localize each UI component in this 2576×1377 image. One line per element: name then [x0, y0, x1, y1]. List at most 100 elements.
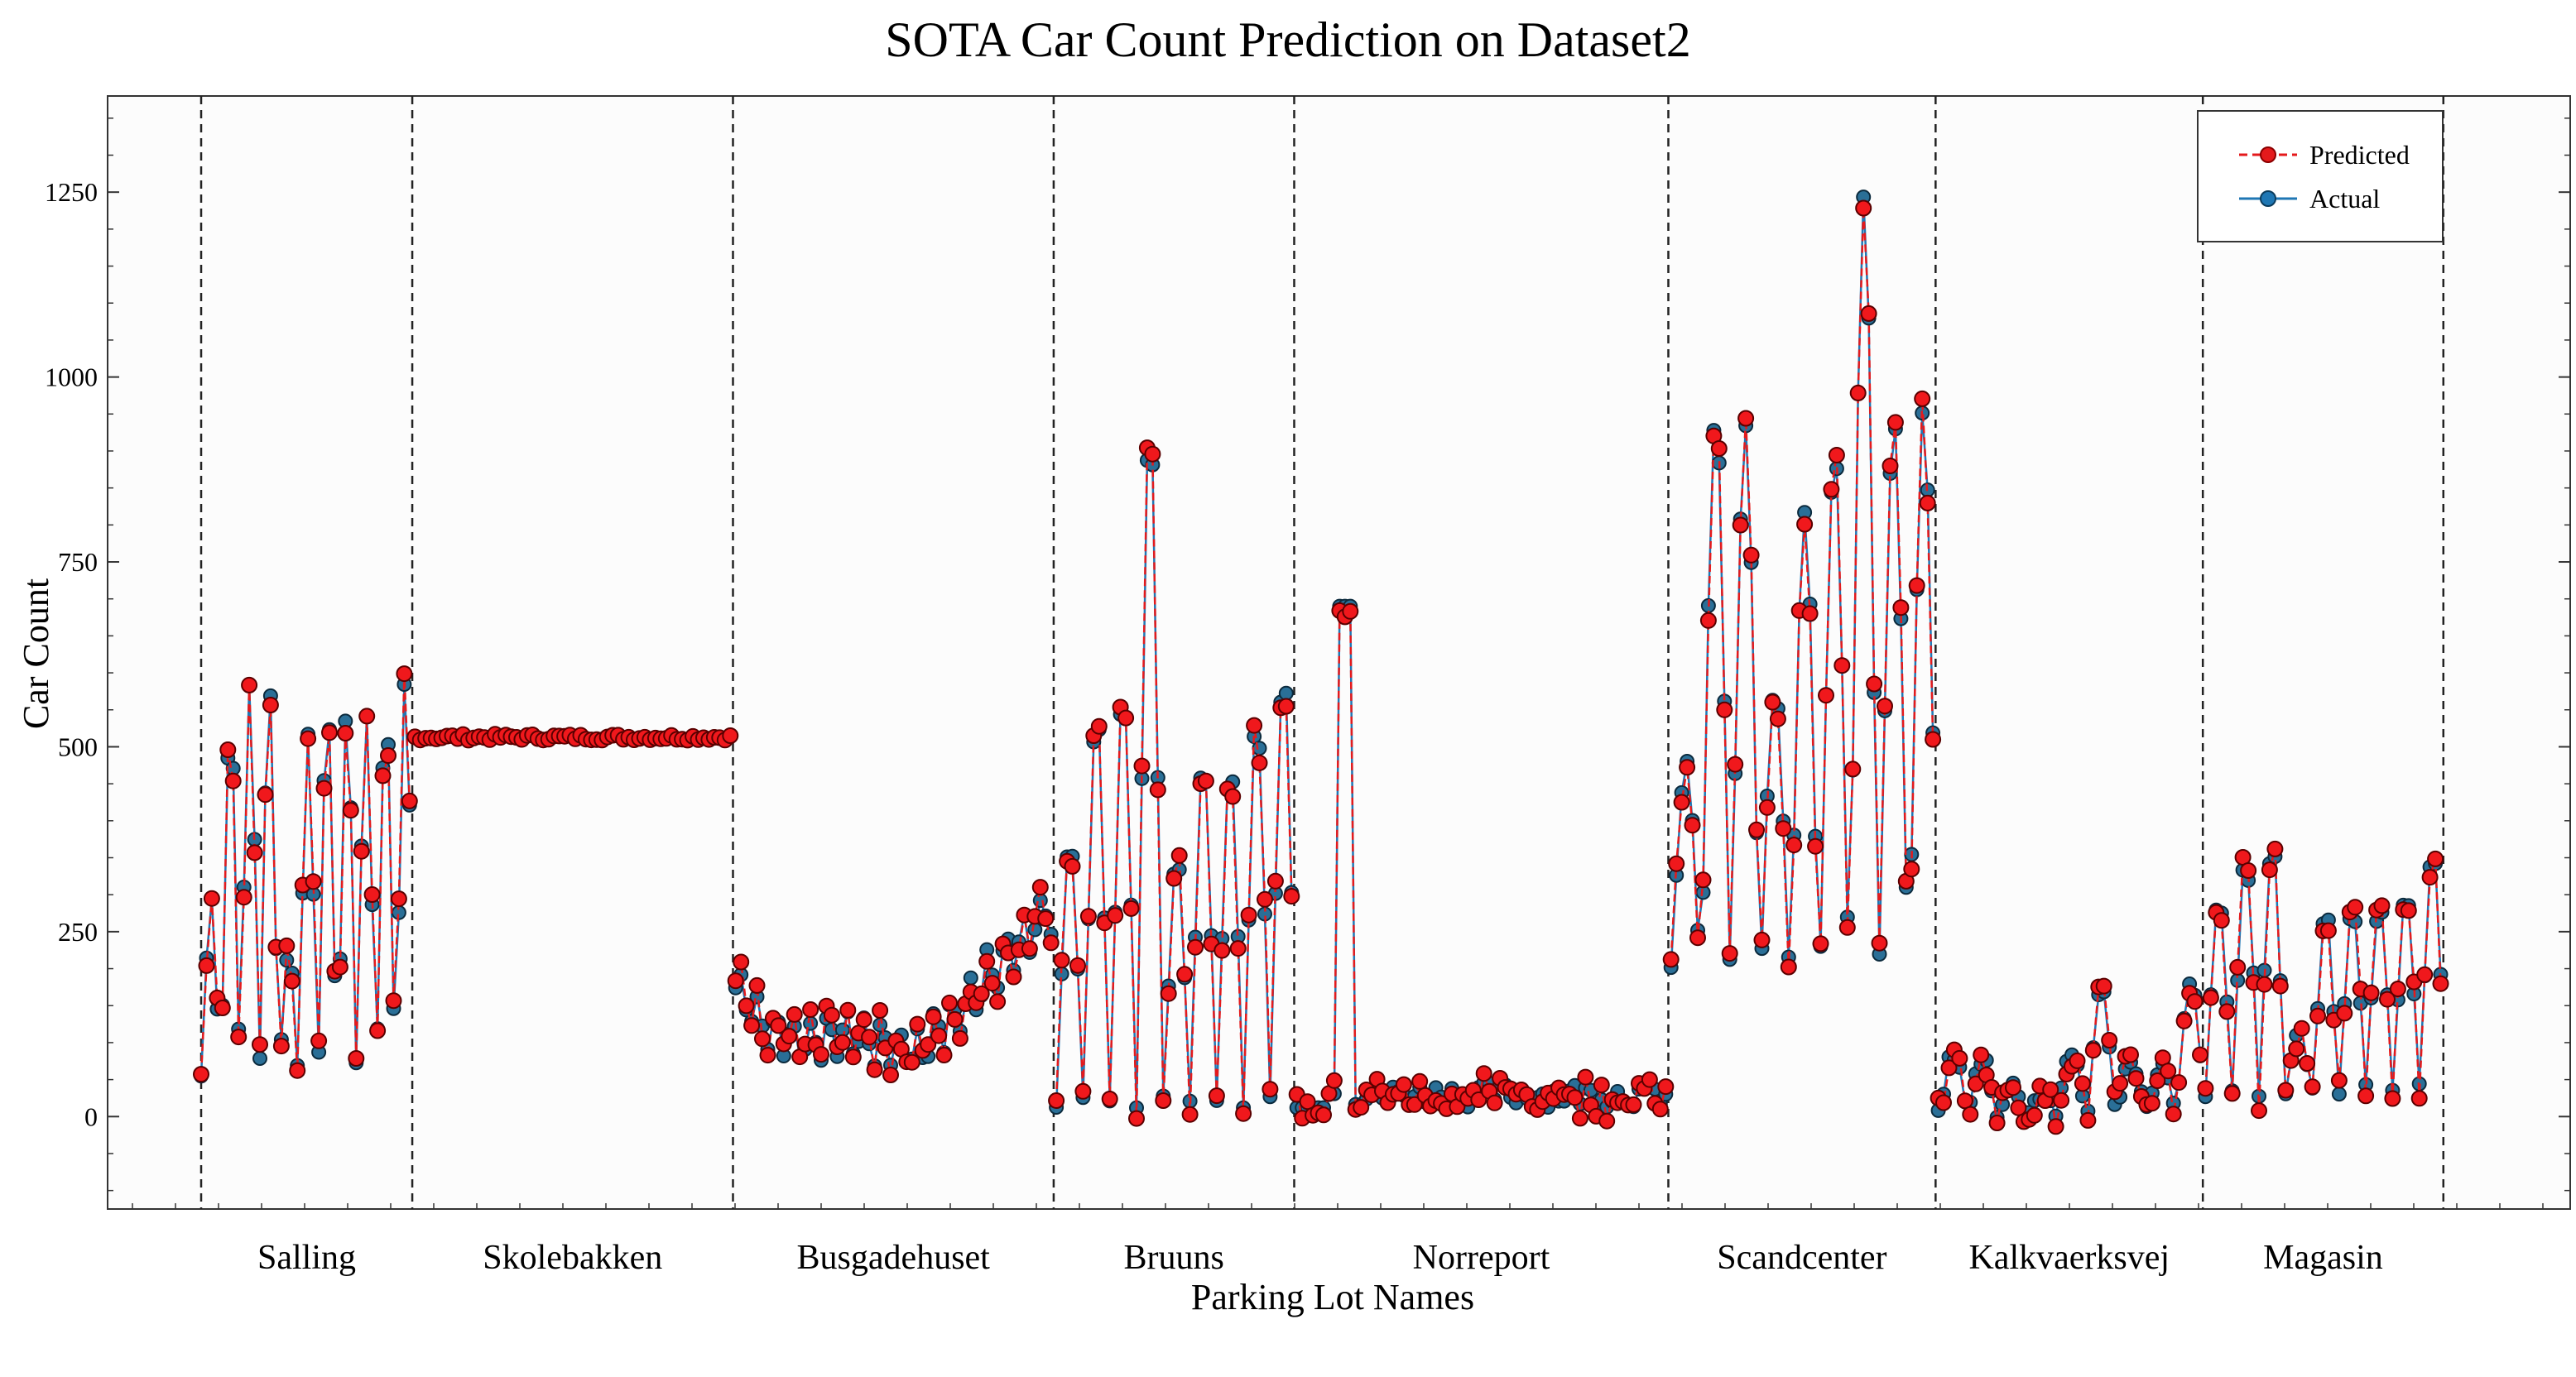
- series-predicted-point: [1101, 1091, 1118, 1107]
- series-predicted-point: [2175, 1012, 2193, 1029]
- series-predicted-point: [1769, 710, 1786, 727]
- series-predicted-point: [743, 1017, 761, 1034]
- series-actual-point: [252, 1051, 267, 1066]
- series-predicted-point: [1833, 657, 1851, 674]
- legend-label-actual: Actual: [2309, 184, 2380, 214]
- series-actual-point: [1032, 893, 1048, 909]
- series-predicted-point: [1021, 940, 1038, 957]
- series-predicted-point: [1031, 879, 1049, 896]
- series-predicted-point: [2400, 902, 2417, 919]
- series-predicted-point: [1882, 458, 1899, 474]
- series-predicted-point: [193, 1066, 209, 1083]
- series-predicted-point: [219, 741, 237, 758]
- series-predicted-point: [855, 1011, 872, 1029]
- series-predicted-point: [1144, 445, 1161, 463]
- series-predicted-point: [390, 890, 407, 908]
- series-predicted-point: [2095, 977, 2112, 995]
- series-predicted-point: [823, 1006, 840, 1024]
- x-axis-label: Parking Lot Names: [1191, 1277, 1474, 1317]
- category-label: Magasin: [2263, 1239, 2383, 1277]
- series-predicted-point: [1315, 1106, 1332, 1124]
- series-predicted-point: [935, 1047, 953, 1063]
- y-tick-label: 500: [58, 732, 98, 761]
- series-predicted-point: [770, 1017, 787, 1034]
- series-predicted-point: [2240, 862, 2257, 879]
- series-predicted-point: [203, 890, 220, 907]
- category-label: Scandcenter: [1717, 1239, 1886, 1277]
- series-predicted-point: [1262, 1081, 1279, 1098]
- category-label: Kalkvaerksvej: [1968, 1239, 2170, 1277]
- series-predicted-point: [1353, 1099, 1370, 1116]
- series-predicted-point: [262, 697, 279, 713]
- series-predicted-point: [989, 993, 1007, 1010]
- series-predicted-point: [946, 1010, 964, 1028]
- series-predicted-point: [1732, 516, 1749, 534]
- series-predicted-point: [1257, 890, 1273, 908]
- series-predicted-point: [2218, 1003, 2236, 1020]
- series-predicted-point: [1128, 1110, 1145, 1127]
- series-predicted-point: [1892, 599, 1910, 617]
- series-predicted-point: [2336, 1005, 2353, 1022]
- series-predicted-point: [2304, 1078, 2321, 1096]
- series-predicted-point: [1801, 605, 1819, 622]
- series-predicted-point: [1214, 942, 1231, 959]
- series-predicted-point: [1395, 1076, 1412, 1093]
- series-predicted-point: [1048, 1092, 1065, 1109]
- series-predicted-point: [2379, 991, 2396, 1008]
- series-predicted-point: [2202, 989, 2219, 1006]
- series-predicted-point: [781, 1028, 798, 1045]
- series-predicted-point: [1475, 1065, 1492, 1082]
- series-predicted-point: [363, 886, 381, 903]
- series-predicted-point: [241, 676, 258, 693]
- series-predicted-point: [1689, 929, 1706, 947]
- series-predicted-point: [1641, 1071, 1658, 1088]
- series-predicted-point: [1967, 1075, 1984, 1092]
- series-predicted-point: [1208, 1087, 1225, 1105]
- series-predicted-point: [396, 665, 413, 683]
- series-predicted-point: [813, 1046, 829, 1063]
- series-predicted-point: [1673, 794, 1690, 811]
- series-predicted-point: [230, 1029, 248, 1046]
- series-predicted-point: [380, 747, 396, 764]
- series-predicted-point: [1775, 820, 1792, 837]
- series-predicted-point: [1042, 934, 1060, 952]
- series-predicted-point: [2010, 1099, 2027, 1116]
- series-predicted-point: [1914, 390, 1931, 407]
- legend-marker-predicted: [2260, 146, 2276, 163]
- series-predicted-point: [1823, 481, 1840, 498]
- series-predicted-point: [2347, 899, 2364, 916]
- series-predicted-point: [1181, 1106, 1199, 1123]
- series-predicted-point: [1107, 907, 1124, 924]
- series-predicted-point: [321, 724, 338, 741]
- series-predicted-point: [1090, 717, 1108, 735]
- series-predicted-point: [2421, 869, 2439, 886]
- series-predicted-point: [2069, 1052, 2086, 1069]
- series-predicted-point: [1117, 709, 1135, 727]
- series-predicted-point: [1176, 966, 1194, 983]
- series-predicted-point: [337, 725, 354, 741]
- series-predicted-point: [1657, 1078, 1675, 1096]
- series-predicted-point: [973, 985, 990, 1002]
- series-predicted-point: [272, 1038, 290, 1055]
- series-predicted-point: [1598, 1112, 1616, 1130]
- series-predicted-point: [1229, 940, 1247, 957]
- series-predicted-point: [1470, 1092, 1487, 1108]
- series-predicted-point: [2079, 1111, 2097, 1129]
- series-predicted-point: [1694, 871, 1712, 889]
- series-predicted-point: [331, 958, 348, 976]
- series-predicted-point: [2373, 897, 2391, 914]
- series-predicted-point: [1785, 837, 1803, 854]
- series-predicted-point: [1838, 919, 1856, 936]
- series-predicted-point: [2084, 1042, 2102, 1059]
- series-predicted-point: [1844, 760, 1862, 778]
- series-predicted-line: [1055, 444, 1293, 1119]
- series-predicted-point: [872, 1002, 889, 1019]
- series-predicted-point: [925, 1008, 942, 1025]
- series-predicted-point: [1951, 1049, 1968, 1067]
- series-predicted: [193, 199, 2449, 1135]
- series-predicted-point: [348, 1050, 365, 1067]
- series-actual-point: [963, 970, 978, 986]
- series-predicted-point: [2389, 981, 2406, 997]
- series-predicted-point: [198, 957, 215, 974]
- series-predicted-point: [1727, 756, 1744, 773]
